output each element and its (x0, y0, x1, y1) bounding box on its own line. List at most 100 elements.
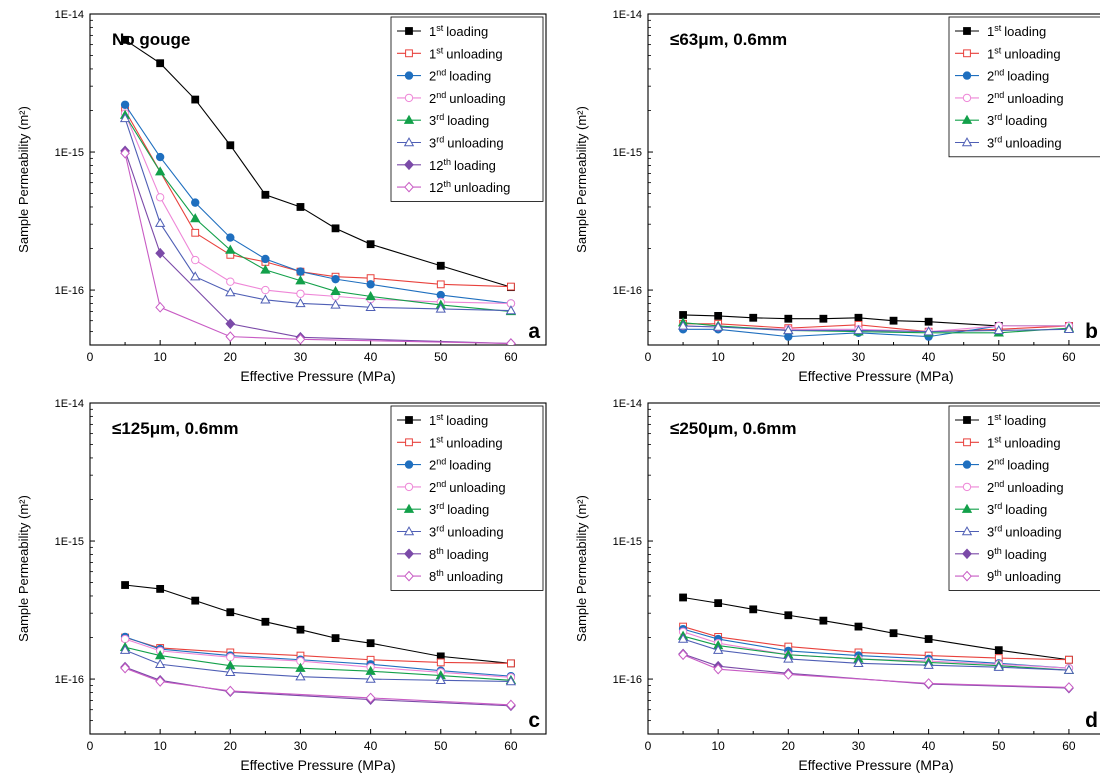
series-line-3rd-loading (124, 114, 511, 312)
data-point-1st-loading (191, 95, 200, 104)
legend-action: loading (447, 502, 489, 517)
data-point-3rd-loading (330, 285, 341, 295)
legend-ordinal: 2 (429, 458, 436, 473)
legend-swatch-marker (962, 93, 972, 103)
legend-ordinal-suffix: rd (436, 135, 444, 145)
data-point-3rd-unloading (295, 298, 306, 308)
x-tick-label: 10 (711, 739, 725, 753)
data-point-1st-loading (749, 313, 758, 322)
legend-swatch-marker (403, 137, 415, 147)
x-axis-label: Effective Pressure (MPa) (240, 757, 395, 773)
data-point-2nd-unloading (226, 653, 235, 662)
data-point-1st-loading (784, 611, 793, 620)
data-point-2nd-unloading (261, 285, 270, 295)
legend-entry: 3rd unloading (987, 135, 1062, 151)
x-tick-label: 40 (364, 739, 378, 753)
y-tick-label: 1E-15 (55, 147, 84, 159)
legend-ordinal: 12 (429, 158, 443, 173)
legend-ordinal-suffix: nd (994, 90, 1004, 100)
data-point-1st-loading (261, 190, 270, 199)
legend-entry: 2nd unloading (987, 90, 1064, 106)
legend-entry: 2nd loading (429, 68, 491, 84)
legend-action: unloading (454, 180, 510, 195)
data-point-1st-unloading (191, 228, 200, 237)
data-point-2nd-loading (366, 280, 375, 289)
chart-panel-d: 0 10 20 30 40 50 60 1E-14 1E-15 1E-16 Effective Pr… (574, 398, 1100, 773)
legend-ordinal-suffix: st (436, 434, 444, 444)
y-tick-label: 1E-16 (55, 674, 84, 686)
legend-entry: 3rd unloading (429, 135, 504, 151)
legend-action: loading (1005, 547, 1047, 562)
legend-entry: 12th unloading (429, 179, 510, 195)
legend-ordinal: 2 (987, 91, 994, 106)
legend-entry: 2nd loading (987, 68, 1049, 84)
legend-ordinal-suffix: th (436, 546, 444, 556)
data-point-12th-loading (225, 318, 236, 330)
x-tick-label: 40 (364, 350, 378, 364)
legend-swatch-marker (403, 114, 415, 124)
legend-ordinal: 2 (987, 69, 994, 84)
data-point-3rd-loading (260, 264, 271, 274)
legend-ordinal-suffix: nd (436, 90, 446, 100)
legend-swatch-marker (963, 27, 971, 35)
data-point-3rd-unloading (677, 633, 689, 643)
series-line-1st-loading (682, 596, 1069, 661)
legend-ordinal: 1 (429, 435, 436, 450)
legend-swatch-marker (962, 71, 972, 80)
chart-panel-b: 0 10 20 30 40 50 60 1E-14 1E-15 1E-16 Effective Pr… (574, 9, 1100, 384)
legend-entry: 3rd loading (429, 501, 489, 517)
data-point-1st-loading (226, 141, 235, 150)
legend-ordinal: 1 (987, 46, 994, 61)
data-point-3rd-unloading (190, 271, 201, 281)
data-point-3rd-unloading (783, 325, 794, 335)
data-point-3rd-unloading (154, 217, 166, 227)
legend-entry: 3rd unloading (987, 524, 1062, 540)
x-tick-label: 10 (153, 350, 167, 364)
data-point-1st-loading (261, 617, 270, 626)
data-point-3rd-unloading (993, 325, 1004, 335)
data-point-12th-unloading (295, 333, 306, 345)
x-tick-label: 50 (434, 739, 448, 753)
data-point-1st-loading (749, 605, 758, 614)
series-layer (119, 35, 517, 345)
x-tick-label: 20 (224, 350, 238, 364)
x-tick-label: 10 (711, 350, 725, 364)
data-point-9th-unloading (713, 663, 724, 675)
legend-ordinal: 9 (987, 547, 994, 562)
y-axis-label: Sample Permeability (m²) (16, 495, 31, 642)
legend-swatch-marker (404, 482, 414, 492)
x-axis-label: Effective Pressure (MPa) (798, 368, 953, 384)
series-line-1st-loading (124, 39, 512, 288)
series-line-3rd-loading (124, 646, 511, 681)
legend-action: loading (1005, 113, 1047, 128)
legend-swatch-marker (404, 159, 414, 171)
legend-ordinal: 8 (429, 569, 436, 584)
data-point-1st-loading (714, 599, 723, 608)
legend-entry: 2nd loading (429, 457, 491, 473)
y-tick-label: 1E-16 (613, 674, 642, 686)
legend-ordinal-suffix: th (994, 568, 1002, 578)
legend-action: unloading (1005, 136, 1061, 151)
data-point-3rd-unloading (1063, 664, 1075, 674)
legend-ordinal-suffix: th (436, 568, 444, 578)
legend-ordinal: 8 (429, 547, 436, 562)
legend-entry: 1st loading (987, 23, 1046, 39)
panel-annotation: No gouge (112, 30, 190, 49)
data-point-1st-loading (854, 622, 863, 631)
plot-frame (89, 402, 547, 735)
data-point-1st-loading (889, 316, 898, 325)
data-point-3rd-unloading (783, 653, 794, 663)
legend-action: loading (447, 113, 489, 128)
legend-ordinal: 3 (429, 525, 436, 540)
legend-entry: 3rd loading (429, 112, 489, 128)
legend-ordinal-suffix: nd (994, 457, 1004, 467)
legend-ordinal: 1 (987, 435, 994, 450)
legend-swatch-marker (963, 438, 971, 447)
y-axis-label: Sample Permeability (m²) (574, 495, 589, 642)
x-tick-label: 60 (1062, 350, 1076, 364)
data-point-3rd-unloading (923, 659, 934, 669)
